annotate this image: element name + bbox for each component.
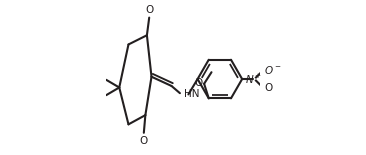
Text: O: O bbox=[146, 5, 154, 15]
Text: HN: HN bbox=[184, 89, 199, 99]
Text: O: O bbox=[139, 136, 147, 146]
Text: $N^+$: $N^+$ bbox=[245, 73, 262, 86]
Text: $O^-$: $O^-$ bbox=[264, 64, 282, 76]
Text: O: O bbox=[264, 83, 273, 93]
Text: O: O bbox=[194, 78, 202, 88]
